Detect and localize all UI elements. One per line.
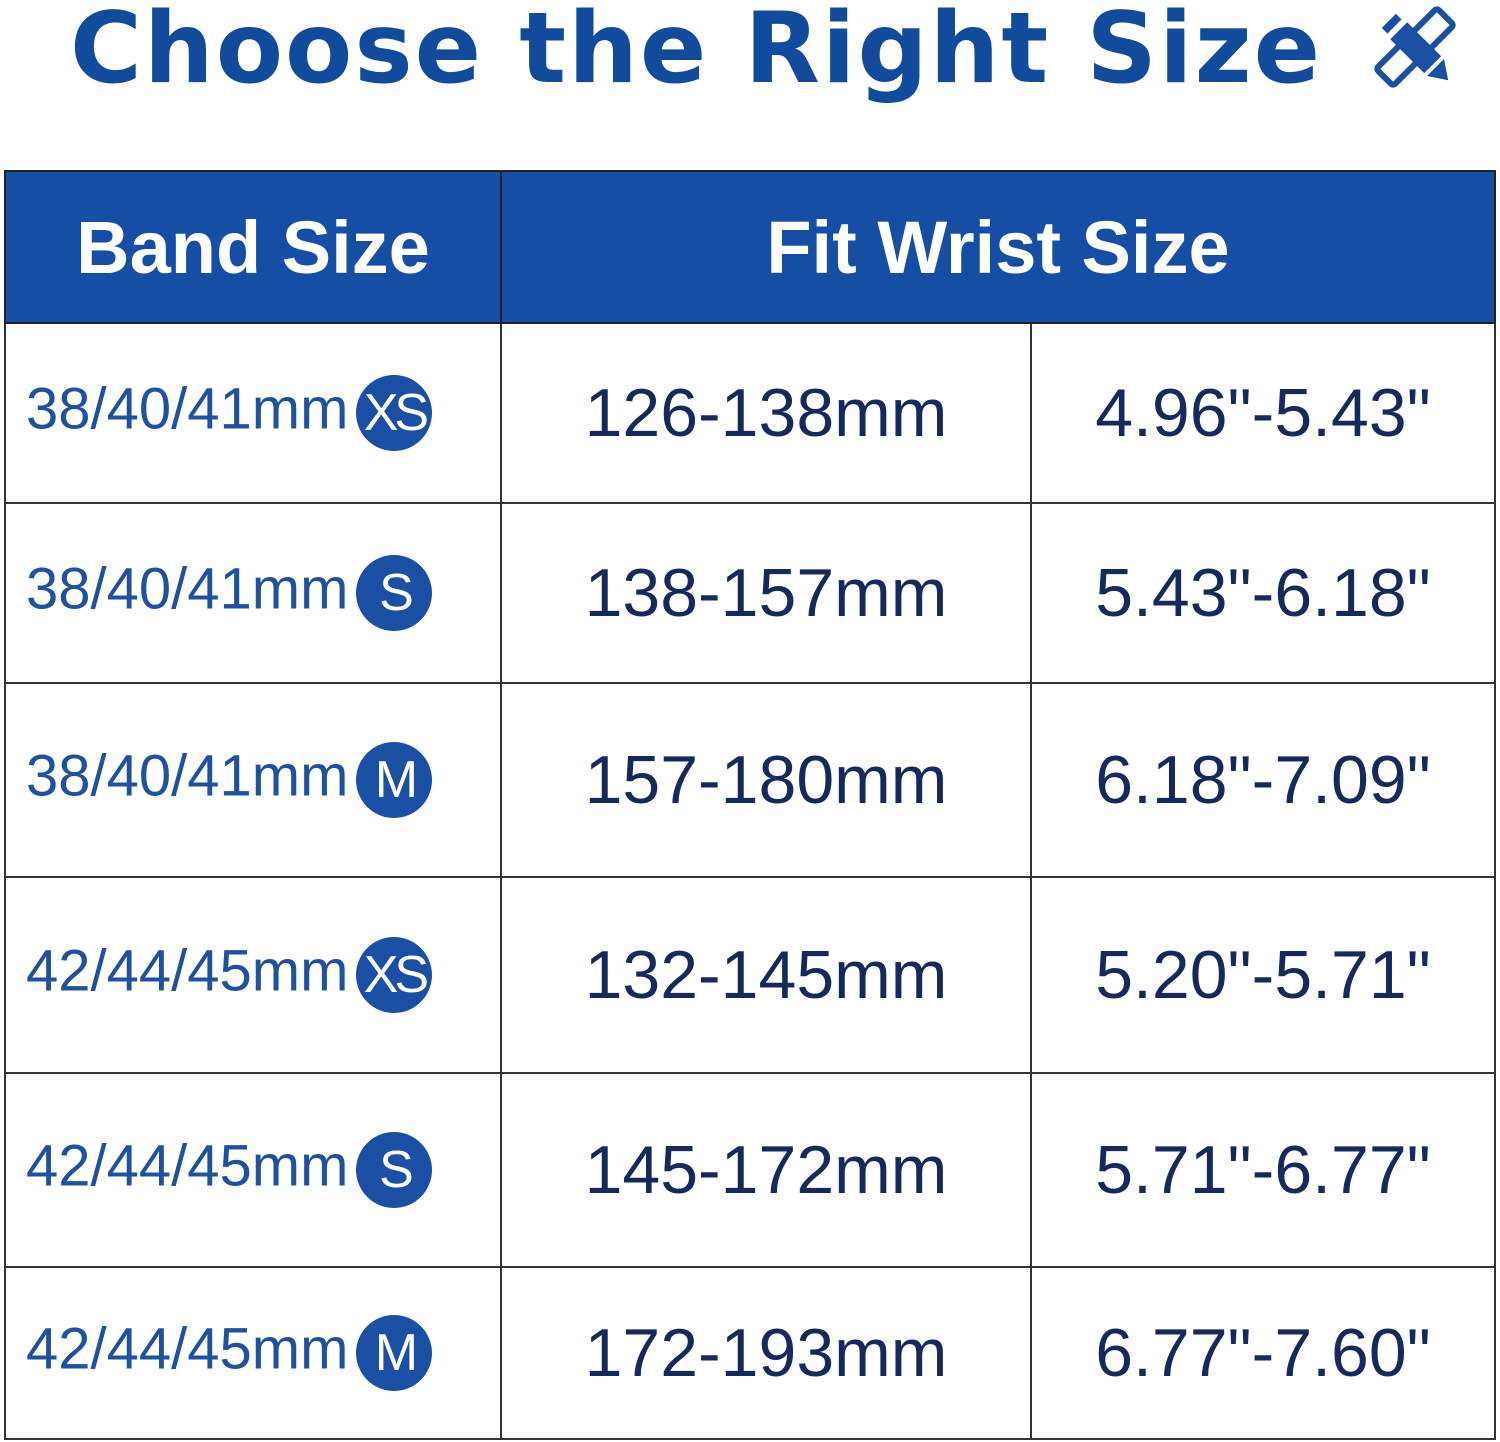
wrist-inch-cell: 6.77"-7.60" [1030,1266,1496,1440]
band-size-cell: 38/40/41mm XS [4,322,502,504]
wrist-inch-cell: 6.18"-7.09" [1030,682,1496,878]
wrist-inch-cell: 5.20"-5.71" [1030,876,1496,1074]
wrist-mm-cell: 172-193mm [500,1266,1032,1440]
band-size-cell: 42/44/45mm S [4,1072,502,1268]
band-size-text: 38/40/41mm [26,556,349,622]
size-badge: M [356,742,433,818]
wrist-mm-cell: 126-138mm [500,322,1032,504]
size-chart-table: Band Size Fit Wrist Size 38/40/41mm XS 12… [4,170,1496,1440]
table-row: 42/44/45mm XS 132-145mm 5.20"-5.71" [4,876,1496,1074]
ruler-pencil-icon [1374,6,1456,88]
wrist-mm-cell: 138-157mm [500,502,1032,684]
page-title: Choose the Right Size [70,0,1323,106]
wrist-inch-cell: 5.43"-6.18" [1030,502,1496,684]
band-size-cell: 38/40/41mm S [4,502,502,684]
band-size-text: 38/40/41mm [26,376,349,442]
table-row: 42/44/45mm S 145-172mm 5.71"-6.77" [4,1072,1496,1268]
band-size-cell: 38/40/41mm M [4,682,502,878]
wrist-inch-cell: 4.96"-5.43" [1030,322,1496,504]
band-size-text: 42/44/45mm [26,938,349,1004]
table-header-row: Band Size Fit Wrist Size [4,170,1496,324]
size-badge: S [356,555,433,631]
wrist-mm-cell: 132-145mm [500,876,1032,1074]
wrist-mm-cell: 145-172mm [500,1072,1032,1268]
wrist-mm-cell: 157-180mm [500,682,1032,878]
table-row: 38/40/41mm XS 126-138mm 4.96"-5.43" [4,322,1496,504]
band-size-text: 42/44/45mm [26,1133,349,1199]
table-row: 38/40/41mm S 138-157mm 5.43"-6.18" [4,502,1496,684]
size-badge: XS [356,937,433,1013]
band-size-text: 38/40/41mm [26,743,349,809]
table-row: 38/40/41mm M 157-180mm 6.18"-7.09" [4,682,1496,878]
band-size-text: 42/44/45mm [26,1316,349,1382]
table-row: 42/44/45mm M 172-193mm 6.77"-7.60" [4,1266,1496,1440]
size-badge: M [356,1315,433,1391]
size-badge: XS [356,375,433,451]
size-badge: S [356,1132,433,1208]
band-size-cell: 42/44/45mm M [4,1266,502,1440]
header-band-size: Band Size [4,170,502,324]
header-fit-wrist-size: Fit Wrist Size [500,170,1496,324]
band-size-cell: 42/44/45mm XS [4,876,502,1074]
wrist-inch-cell: 5.71"-6.77" [1030,1072,1496,1268]
